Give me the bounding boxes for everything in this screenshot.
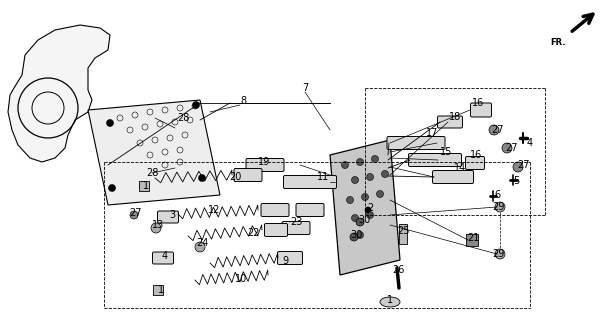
- FancyBboxPatch shape: [158, 211, 178, 223]
- Bar: [399, 224, 407, 244]
- FancyBboxPatch shape: [278, 252, 303, 265]
- FancyBboxPatch shape: [234, 169, 262, 181]
- Text: 30: 30: [350, 230, 362, 240]
- Text: 17: 17: [426, 128, 438, 138]
- Text: 13: 13: [152, 220, 164, 230]
- Text: 2: 2: [367, 203, 373, 213]
- Text: 7: 7: [302, 83, 308, 93]
- Bar: [139, 181, 149, 191]
- Text: 11: 11: [317, 172, 329, 182]
- Circle shape: [365, 207, 371, 213]
- Text: FR.: FR.: [551, 38, 566, 47]
- Circle shape: [130, 211, 138, 219]
- Bar: [466, 234, 478, 246]
- Circle shape: [350, 233, 358, 241]
- Circle shape: [367, 173, 373, 180]
- Text: 3: 3: [169, 210, 175, 220]
- FancyBboxPatch shape: [261, 204, 289, 217]
- FancyBboxPatch shape: [437, 116, 462, 128]
- Text: 9: 9: [282, 256, 288, 266]
- FancyBboxPatch shape: [471, 103, 491, 117]
- Circle shape: [342, 162, 348, 169]
- Polygon shape: [8, 25, 110, 162]
- Circle shape: [502, 143, 512, 153]
- Circle shape: [347, 196, 353, 204]
- Circle shape: [195, 242, 205, 252]
- Circle shape: [351, 214, 359, 221]
- Polygon shape: [88, 100, 220, 205]
- Text: 22: 22: [248, 228, 260, 238]
- FancyBboxPatch shape: [284, 175, 337, 188]
- Text: 27: 27: [130, 208, 143, 218]
- Circle shape: [107, 119, 113, 126]
- Circle shape: [371, 156, 379, 163]
- Circle shape: [151, 223, 161, 233]
- FancyBboxPatch shape: [387, 137, 445, 149]
- Text: 4: 4: [527, 138, 533, 148]
- Text: 18: 18: [449, 112, 461, 122]
- Ellipse shape: [380, 297, 400, 307]
- Text: 10: 10: [235, 274, 247, 284]
- Text: 21: 21: [467, 233, 479, 243]
- Text: 27: 27: [505, 143, 518, 153]
- Circle shape: [495, 202, 505, 212]
- FancyBboxPatch shape: [409, 154, 462, 166]
- Text: 30: 30: [358, 215, 370, 225]
- Text: 4: 4: [162, 251, 168, 261]
- FancyBboxPatch shape: [264, 223, 287, 236]
- Text: 1: 1: [143, 181, 149, 191]
- Text: 1: 1: [158, 285, 164, 295]
- Circle shape: [495, 249, 505, 259]
- Text: 8: 8: [240, 96, 246, 106]
- Text: 16: 16: [470, 150, 482, 160]
- FancyBboxPatch shape: [246, 158, 284, 172]
- Circle shape: [199, 174, 205, 181]
- Polygon shape: [330, 140, 400, 275]
- Circle shape: [356, 158, 364, 165]
- Text: 27: 27: [517, 160, 529, 170]
- Text: 20: 20: [229, 172, 241, 182]
- Text: 6: 6: [494, 190, 500, 200]
- Text: 5: 5: [513, 176, 519, 186]
- Text: 14: 14: [454, 163, 466, 173]
- Text: 28: 28: [146, 168, 158, 178]
- Bar: [153, 285, 163, 295]
- Text: 23: 23: [290, 217, 302, 227]
- Circle shape: [362, 194, 368, 201]
- FancyBboxPatch shape: [296, 204, 324, 217]
- Circle shape: [108, 185, 116, 191]
- Text: 28: 28: [177, 113, 189, 123]
- FancyBboxPatch shape: [282, 221, 310, 235]
- Text: 16: 16: [472, 98, 484, 108]
- FancyBboxPatch shape: [465, 156, 485, 170]
- Circle shape: [192, 101, 200, 108]
- Text: 24: 24: [196, 238, 208, 248]
- Circle shape: [356, 231, 364, 238]
- Circle shape: [367, 212, 373, 219]
- Text: 12: 12: [208, 205, 220, 215]
- Text: 19: 19: [258, 157, 270, 167]
- FancyBboxPatch shape: [152, 252, 174, 264]
- Text: 29: 29: [492, 202, 504, 212]
- FancyBboxPatch shape: [432, 171, 474, 183]
- Circle shape: [381, 171, 389, 178]
- Text: 26: 26: [392, 265, 404, 275]
- Circle shape: [489, 125, 499, 135]
- Text: 25: 25: [396, 226, 409, 236]
- Text: 15: 15: [440, 147, 452, 157]
- Text: 27: 27: [491, 125, 503, 135]
- Circle shape: [513, 162, 523, 172]
- Text: 1: 1: [387, 295, 393, 305]
- Circle shape: [356, 218, 364, 226]
- Text: 29: 29: [492, 249, 504, 259]
- Circle shape: [376, 190, 384, 197]
- Circle shape: [351, 177, 359, 183]
